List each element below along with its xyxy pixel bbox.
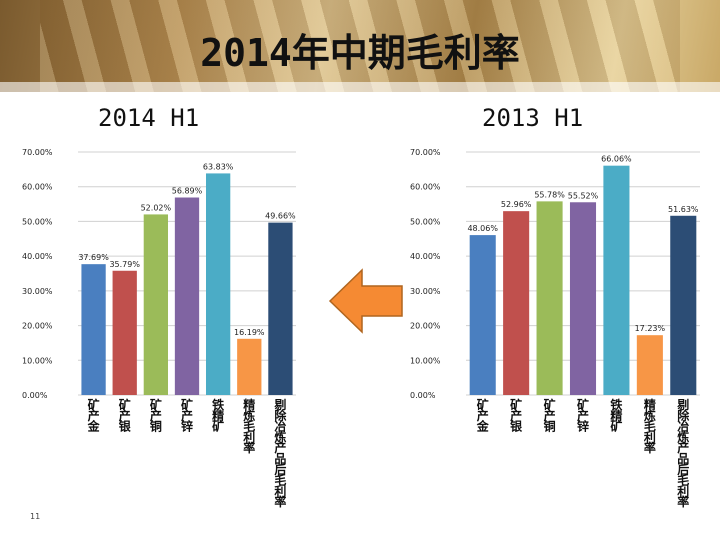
category-label: 剔除冶炼产品后毛利率 bbox=[676, 397, 690, 509]
chart-2013-h1: 70.00% 60.00% 50.00% 40.00% 30.00% 20.00% 10.0… bbox=[408, 140, 704, 510]
bar bbox=[268, 222, 293, 395]
data-label: 66.06% bbox=[601, 155, 632, 164]
category-label: 矿产银 bbox=[510, 397, 523, 434]
category-label: 铁精矿 bbox=[610, 397, 622, 434]
bar bbox=[603, 165, 630, 395]
chart-title-2014: 2014 H1 bbox=[98, 104, 200, 132]
bar bbox=[503, 211, 530, 395]
data-label: 35.79% bbox=[109, 260, 140, 269]
category-label: 矿产铜 bbox=[150, 397, 162, 434]
bar bbox=[81, 264, 106, 395]
category-label: 精炼毛利率 bbox=[644, 397, 656, 455]
left-arrow-icon bbox=[328, 268, 403, 334]
category-label: 矿产锌 bbox=[577, 397, 589, 434]
y-tick-label: 60.00% bbox=[410, 183, 441, 192]
category-label: 矿产金 bbox=[476, 397, 490, 434]
y-tick-label: 40.00% bbox=[410, 252, 441, 261]
page-title: 2014年中期毛利率 bbox=[200, 31, 520, 75]
data-label: 16.19% bbox=[234, 328, 265, 337]
chart-2014-h1: 70.00% 60.00% 50.00% 40.00% 30.00% 20.00% 10.0… bbox=[20, 140, 300, 510]
data-label: 37.69% bbox=[78, 253, 109, 262]
bar bbox=[569, 202, 597, 395]
y-tick-label: 70.00% bbox=[22, 148, 53, 157]
category-label: 矿产银 bbox=[119, 397, 132, 434]
category-label: 矿产金 bbox=[87, 397, 101, 434]
category-label: 精炼毛利率 bbox=[243, 397, 255, 455]
data-label: 17.23% bbox=[635, 324, 666, 333]
y-tick-label: 30.00% bbox=[22, 287, 53, 296]
page-number: 11 bbox=[30, 512, 41, 521]
bar bbox=[174, 197, 200, 395]
y-tick-label: 50.00% bbox=[22, 217, 53, 226]
y-tick-label: 10.00% bbox=[410, 356, 441, 365]
y-tick-label: 30.00% bbox=[410, 287, 441, 296]
y-tick-label: 40.00% bbox=[22, 252, 53, 261]
data-label: 63.83% bbox=[203, 162, 234, 171]
y-tick-label: 60.00% bbox=[22, 183, 53, 192]
y-tick-label: 50.00% bbox=[410, 217, 441, 226]
y-tick-label: 0.00% bbox=[410, 391, 436, 400]
data-label: 52.02% bbox=[141, 203, 172, 212]
data-label: 48.06% bbox=[467, 224, 498, 233]
y-tick-label: 0.00% bbox=[22, 391, 48, 400]
data-label: 49.66% bbox=[265, 212, 296, 221]
data-label: 52.96% bbox=[501, 200, 532, 209]
chart-title-2013: 2013 H1 bbox=[482, 104, 584, 132]
bar bbox=[469, 235, 496, 395]
bar bbox=[112, 270, 137, 395]
data-label: 55.52% bbox=[568, 191, 599, 200]
y-tick-label: 20.00% bbox=[22, 322, 53, 331]
category-label: 矿产铜 bbox=[544, 397, 556, 434]
bar bbox=[143, 214, 169, 395]
data-label: 55.78% bbox=[534, 190, 565, 199]
category-label: 矿产锌 bbox=[181, 397, 193, 434]
header-banner bbox=[0, 0, 720, 92]
y-tick-label: 20.00% bbox=[410, 322, 441, 331]
y-tick-label: 10.00% bbox=[22, 356, 53, 365]
y-tick-label: 70.00% bbox=[410, 148, 441, 157]
bar bbox=[670, 215, 697, 395]
data-label: 56.89% bbox=[172, 187, 203, 196]
category-label: 铁精矿 bbox=[212, 397, 224, 434]
bar bbox=[536, 201, 563, 395]
bar bbox=[205, 173, 231, 395]
category-label: 剔除冶炼产品后毛利率 bbox=[273, 397, 287, 509]
bar bbox=[636, 335, 663, 395]
data-label: 51.63% bbox=[668, 205, 699, 214]
bar bbox=[237, 338, 262, 395]
